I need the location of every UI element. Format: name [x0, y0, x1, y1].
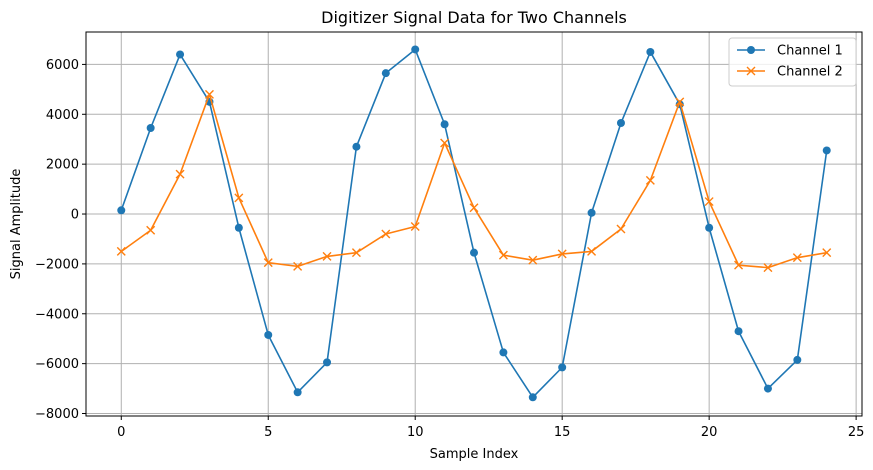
channel-2-point: [440, 138, 450, 148]
channel-2-point: [675, 97, 685, 107]
y-tick-label: −2000: [35, 257, 79, 272]
channel-1-point: [793, 355, 802, 364]
grid: [86, 32, 862, 416]
y-tick-label: 6000: [46, 58, 79, 73]
channel-2-point: [381, 229, 391, 239]
legend: Channel 1 Channel 2: [728, 37, 857, 87]
channel-2-point: [498, 250, 508, 260]
channel-1-point: [352, 142, 361, 151]
channel-2-point: [528, 255, 538, 265]
channel-2-point: [704, 197, 714, 207]
channel-2-point: [175, 169, 185, 179]
legend-marker-1: [747, 46, 755, 54]
channel-1-point: [264, 330, 273, 339]
channel-2-point: [587, 246, 597, 256]
channel-1-point: [117, 206, 126, 215]
channel-2-point: [734, 260, 744, 270]
y-tick-label: 4000: [46, 108, 79, 123]
x-tick-label: 5: [264, 425, 272, 440]
ticks: 0 5 10 15 20 25 −8000 −6000 −4000 −2000 0 2000 4000 6…: [35, 58, 864, 440]
channel-1-point: [440, 120, 449, 129]
channel-1-point: [381, 69, 390, 78]
channel-1-point: [528, 393, 537, 402]
channel-2-point: [616, 224, 626, 234]
channel-1-point: [323, 358, 332, 367]
channel-2-point: [263, 258, 273, 268]
channel-1-point: [234, 223, 243, 232]
channel-1-point: [763, 384, 772, 393]
legend-label-1: Channel 1: [777, 44, 843, 59]
channel-1-point: [176, 50, 185, 59]
x-tick-label: 20: [701, 425, 718, 440]
y-tick-label: −8000: [35, 407, 79, 422]
channel-2-point: [822, 248, 832, 258]
channel-2-point: [234, 193, 244, 203]
y-tick-label: 0: [71, 208, 79, 223]
channel-2-point: [557, 249, 567, 259]
channel-2-point: [763, 263, 773, 273]
channel-1-point: [499, 348, 508, 357]
channel-1-point: [705, 223, 714, 232]
y-tick-label: −4000: [35, 307, 79, 322]
channel-2-point: [322, 251, 332, 261]
channel-1-point: [616, 119, 625, 128]
channel-1-point: [646, 47, 655, 56]
x-tick-label: 25: [848, 425, 865, 440]
series-layer: [116, 45, 832, 402]
channel-2-point: [293, 261, 303, 271]
channel-1-point: [587, 208, 596, 217]
channel-1-point: [411, 45, 420, 54]
y-tick-label: −6000: [35, 357, 79, 372]
channel-1-point: [822, 146, 831, 155]
channel-2-point: [351, 248, 361, 258]
channel-2-point: [204, 89, 214, 99]
legend-label-2: Channel 2: [777, 65, 843, 80]
legend-marker-2: [746, 66, 756, 76]
x-tick-label: 15: [554, 425, 571, 440]
x-axis-label: Sample Index: [430, 447, 519, 462]
channel-1-point: [558, 363, 567, 372]
channel-2-point: [645, 175, 655, 185]
channel-2-point: [116, 246, 126, 256]
channel-1-point: [293, 388, 302, 397]
channel-1-point: [470, 248, 478, 257]
channel-1-point: [146, 124, 155, 132]
y-tick-label: 2000: [46, 158, 79, 173]
channel-2-point: [410, 221, 420, 231]
channel-2-point: [792, 253, 802, 263]
x-tick-label: 0: [117, 425, 125, 440]
y-axis-label: Signal Amplitude: [9, 169, 24, 280]
channel-2-point: [146, 225, 156, 235]
channel-1-point: [734, 327, 743, 336]
channel-2-point: [469, 203, 479, 213]
x-tick-label: 10: [407, 425, 424, 440]
chart-title: Digitizer Signal Data for Two Channels: [321, 8, 627, 27]
plot-frame: [85, 31, 863, 417]
